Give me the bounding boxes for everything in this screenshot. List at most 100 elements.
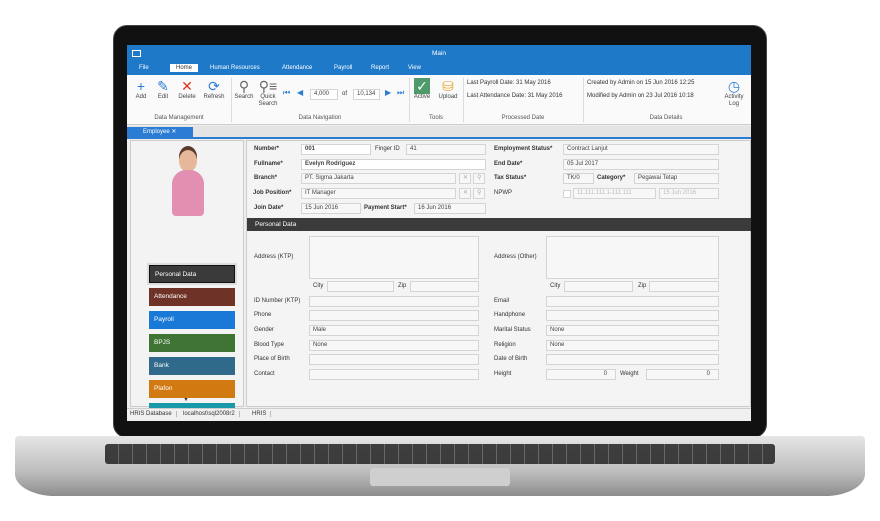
- height-stepper[interactable]: 0: [546, 369, 616, 380]
- side-panel: ▼ Personal Data Attendance Payroll BPJS Bank…: [130, 140, 244, 421]
- field-input[interactable]: [309, 310, 479, 321]
- field-label: Date of Birth: [494, 356, 528, 362]
- field-label: Religion: [494, 342, 516, 348]
- employee-tab[interactable]: Employee ✕: [127, 127, 193, 138]
- laptop-trackpad: [370, 468, 510, 486]
- tab-attendance[interactable]: Attendance: [282, 65, 313, 71]
- number-input[interactable]: 001: [301, 144, 371, 155]
- category-input[interactable]: Pegawai Tetap: [634, 173, 719, 184]
- address-other-textarea[interactable]: [546, 236, 719, 279]
- activity-log-button[interactable]: ◷ Activity Log: [721, 78, 747, 108]
- end-date-input[interactable]: 05 Jul 2017: [563, 159, 719, 170]
- employment-status-input[interactable]: Contract Lanjut: [563, 144, 719, 155]
- field-label: Address (KTP): [254, 254, 294, 260]
- menu-tabs: File Home Human Resources Attendance Payroll…: [127, 63, 751, 75]
- tab-human-resources[interactable]: Human Resources: [210, 65, 260, 71]
- first-record-icon[interactable]: ⏮: [283, 88, 291, 97]
- field-label: Marital Status: [494, 327, 531, 333]
- tab-file[interactable]: File: [139, 65, 149, 71]
- tax-status-input[interactable]: TK/0: [563, 173, 594, 184]
- side-button-plafon[interactable]: Plafon: [149, 380, 235, 398]
- side-button-payroll[interactable]: Payroll: [149, 311, 235, 329]
- upload-label: Upload: [438, 94, 458, 100]
- tab-home[interactable]: Home: [170, 64, 199, 72]
- next-record-icon[interactable]: ▶: [385, 88, 392, 97]
- search-button[interactable]: ⚲ Search: [233, 78, 255, 100]
- field-label: Fullname*: [254, 161, 283, 167]
- divider: [231, 78, 232, 122]
- refresh-button[interactable]: ⟳ Refresh: [201, 78, 227, 100]
- side-button-attendance[interactable]: Attendance: [149, 288, 235, 306]
- field-input[interactable]: [309, 369, 479, 380]
- city-ktp-input[interactable]: [327, 281, 394, 292]
- npwp-input[interactable]: 11.111.111.1-111.111: [573, 188, 656, 199]
- group-label: Processed Date: [501, 115, 545, 121]
- field-input[interactable]: [309, 296, 479, 307]
- side-button-bank[interactable]: Bank: [149, 357, 235, 375]
- search-icon[interactable]: ⚲: [473, 188, 485, 199]
- join-date-input[interactable]: 15 Jun 2016: [301, 203, 361, 214]
- fullname-input[interactable]: Evelyn Rodriguez: [301, 159, 486, 170]
- search-icon: ⚲: [238, 78, 250, 94]
- group-label: Data Navigation: [298, 115, 342, 121]
- field-label: Payment Start*: [364, 205, 407, 211]
- clear-icon[interactable]: ✕: [459, 188, 471, 199]
- divider: [583, 78, 584, 122]
- search-label: Search: [234, 94, 254, 100]
- tab-view[interactable]: View: [408, 65, 421, 71]
- edit-button[interactable]: ✎ Edit: [153, 78, 173, 100]
- field-label: Weight: [620, 371, 639, 377]
- field-input[interactable]: [309, 354, 479, 365]
- search-icon[interactable]: ⚲: [473, 173, 485, 184]
- delete-label: Delete: [178, 94, 196, 100]
- field-label: Blood Type: [254, 342, 284, 348]
- delete-button[interactable]: ✕ Delete: [175, 78, 199, 100]
- clear-icon[interactable]: ✕: [459, 173, 471, 184]
- x-icon: ✕: [181, 78, 193, 94]
- active-button[interactable]: ✓ Active: [411, 78, 433, 100]
- field-input[interactable]: [546, 354, 719, 365]
- close-icon[interactable]: ✕: [171, 129, 177, 135]
- field-input[interactable]: Male: [309, 325, 479, 336]
- tab-payroll[interactable]: Payroll: [334, 65, 353, 71]
- payment-start-input[interactable]: 16 Jun 2016: [414, 203, 486, 214]
- scroll-down-icon[interactable]: ▼: [183, 397, 189, 403]
- field-input[interactable]: None: [309, 340, 479, 351]
- field-label: Zip: [398, 283, 407, 289]
- city-other-input[interactable]: [564, 281, 633, 292]
- last-attendance-date: Last Attendance Date: 31 May 2016: [467, 93, 563, 99]
- last-record-icon[interactable]: ⏭: [397, 88, 405, 97]
- weight-stepper[interactable]: 0: [646, 369, 719, 380]
- field-label: Category*: [597, 175, 626, 181]
- laptop-keyboard: [105, 444, 775, 464]
- branch-input[interactable]: PT. Sigma Jakarta: [301, 173, 456, 184]
- record-number-input[interactable]: 4,000: [310, 89, 338, 100]
- zip-other-input[interactable]: [649, 281, 719, 292]
- field-label: Number*: [254, 146, 280, 152]
- finger-id-input[interactable]: 41: [406, 144, 486, 155]
- quick-search-button[interactable]: ⚲≡ Quick Search: [257, 78, 279, 108]
- tab-report[interactable]: Report: [371, 65, 390, 71]
- field-label: End Date*: [494, 161, 523, 167]
- ribbon: + Add ✎ Edit ✕ Delete ⟳ Refresh Data Managem…: [127, 75, 751, 125]
- npwp-checkbox[interactable]: [563, 190, 571, 198]
- upload-button[interactable]: ⛁ Upload: [435, 78, 461, 100]
- npwp-date-input[interactable]: 15 Jun 2016: [659, 188, 719, 199]
- address-ktp-textarea[interactable]: [309, 236, 479, 279]
- job-position-input[interactable]: IT Manager: [301, 188, 456, 199]
- field-label: Employment Status*: [494, 146, 553, 152]
- field-label: Finger ID: [375, 146, 400, 152]
- prev-record-icon[interactable]: ◀: [297, 88, 304, 97]
- side-button-personal-data[interactable]: Personal Data: [147, 263, 237, 285]
- field-input[interactable]: [546, 310, 719, 321]
- field-input[interactable]: [546, 296, 719, 307]
- field-label: City: [550, 283, 561, 289]
- field-label: City: [313, 283, 324, 289]
- add-button[interactable]: + Add: [131, 78, 151, 100]
- plus-icon: +: [136, 78, 146, 94]
- history-icon: ◷: [727, 78, 741, 94]
- zip-ktp-input[interactable]: [410, 281, 479, 292]
- field-input[interactable]: None: [546, 325, 719, 336]
- side-button-bpjs[interactable]: BPJS: [149, 334, 235, 352]
- field-input[interactable]: None: [546, 340, 719, 351]
